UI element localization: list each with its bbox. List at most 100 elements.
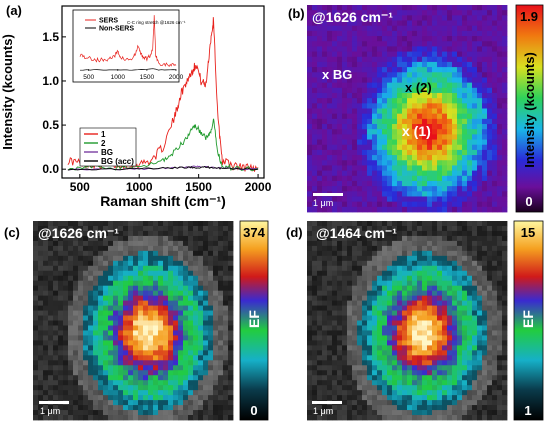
map-pixel — [198, 395, 204, 401]
map-pixel — [103, 250, 109, 257]
map-pixel — [332, 315, 338, 321]
map-pixel — [158, 405, 164, 411]
map-pixel — [317, 280, 323, 287]
map-pixel — [387, 15, 393, 21]
map-pixel — [472, 129, 478, 135]
map-pixel — [43, 270, 49, 277]
map-pixel — [437, 375, 443, 381]
map-pixel — [457, 41, 463, 47]
map-pixel — [487, 92, 493, 99]
map-pixel — [482, 255, 488, 262]
map-pixel — [467, 149, 473, 156]
map-pixel — [63, 265, 69, 272]
map-pixel — [228, 405, 234, 411]
map-pixel — [143, 265, 149, 272]
map-pixel — [497, 10, 503, 16]
map-pixel — [502, 250, 508, 257]
map-pixel — [98, 410, 104, 416]
map-pixel — [88, 405, 94, 411]
map-pixel — [487, 265, 493, 272]
map-pixel — [58, 295, 64, 302]
map-pixel — [163, 380, 169, 386]
map-pixel — [422, 196, 428, 203]
map-pixel — [337, 275, 343, 282]
map-pixel — [307, 285, 313, 292]
map-pixel — [437, 240, 443, 247]
map-pixel — [73, 260, 79, 267]
map-pixel — [402, 275, 408, 282]
map-pixel — [223, 295, 229, 302]
map-pixel — [228, 300, 234, 306]
map-pixel — [158, 415, 164, 421]
map-pixel — [377, 330, 383, 336]
inset-x-tick-label: 2000 — [169, 74, 184, 81]
map-pixel — [98, 375, 104, 381]
map-pixel — [417, 395, 423, 401]
map-pixel — [447, 235, 453, 242]
map-pixel — [412, 385, 418, 391]
map-pixel — [462, 340, 468, 346]
map-pixel — [387, 144, 393, 151]
map-pixel — [417, 201, 423, 208]
map-pixel — [497, 280, 503, 287]
map-pixel — [322, 330, 328, 336]
map-pixel — [178, 300, 184, 306]
map-pixel — [128, 390, 134, 396]
map-pixel — [218, 300, 224, 306]
map-pixel — [422, 51, 428, 58]
map-pixel — [412, 410, 418, 416]
map-pixel — [213, 390, 219, 396]
map-pixel — [73, 280, 79, 287]
map-pixel — [178, 290, 184, 297]
map-pixel — [457, 134, 463, 140]
map-pixel — [93, 245, 99, 252]
map-pixel — [432, 124, 438, 130]
map-pixel — [193, 380, 199, 386]
map-pixel — [422, 87, 428, 94]
map-pixel — [312, 196, 318, 203]
map-pixel — [472, 355, 478, 361]
map-pixel — [128, 245, 134, 252]
map-pixel — [367, 405, 373, 411]
map-pixel — [392, 201, 398, 208]
map-pixel — [168, 390, 174, 396]
map-pixel — [337, 124, 343, 130]
map-pixel — [357, 77, 363, 84]
map-pixel — [58, 275, 64, 282]
map-pixel — [447, 56, 453, 63]
map-pixel — [203, 240, 209, 247]
map-pixel — [153, 280, 159, 287]
map-pixel — [347, 10, 353, 16]
panel-d-scale-bar — [312, 401, 342, 404]
map-pixel — [497, 155, 503, 161]
map-pixel — [148, 265, 154, 272]
map-pixel — [322, 56, 328, 63]
map-pixel — [487, 320, 493, 326]
map-pixel — [33, 390, 39, 396]
map-pixel — [113, 365, 119, 371]
map-pixel — [342, 20, 348, 27]
map-pixel — [103, 221, 109, 227]
map-pixel — [417, 310, 423, 316]
map-pixel — [497, 82, 503, 89]
map-pixel — [482, 400, 488, 406]
map-pixel — [502, 196, 508, 203]
map-pixel — [78, 270, 84, 277]
map-pixel — [63, 305, 69, 311]
map-pixel — [377, 144, 383, 151]
panel-b-marker-1: x (1) — [402, 123, 431, 139]
map-pixel — [502, 30, 508, 37]
map-pixel — [183, 270, 189, 277]
map-pixel — [362, 385, 368, 391]
map-pixel — [352, 250, 358, 257]
map-pixel — [497, 124, 503, 130]
map-pixel — [163, 221, 169, 227]
map-pixel — [392, 165, 398, 171]
map-pixel — [327, 10, 333, 16]
map-pixel — [332, 325, 338, 331]
map-pixel — [307, 235, 313, 242]
map-pixel — [412, 295, 418, 302]
map-pixel — [168, 221, 174, 227]
map-pixel — [103, 290, 109, 297]
map-pixel — [482, 330, 488, 336]
